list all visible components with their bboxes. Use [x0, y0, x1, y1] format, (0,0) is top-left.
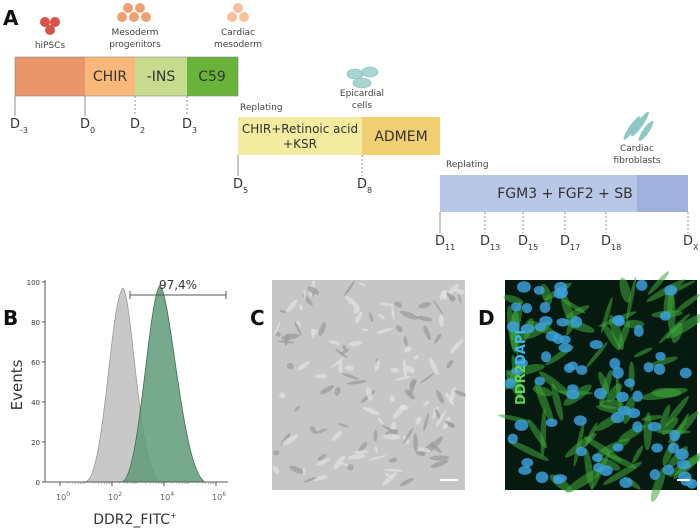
day-label: D-3 [10, 117, 28, 135]
y-tick-label: 40 [31, 399, 40, 407]
histogram [84, 284, 206, 483]
gate-label: 97,4% [159, 278, 197, 292]
y-tick-label: 20 [31, 439, 40, 447]
cell-icon [117, 3, 151, 22]
day-label: D18 [601, 234, 621, 252]
stage-bar [637, 175, 688, 212]
cell-label: Mesoderm [111, 28, 158, 38]
day-label: D17 [560, 234, 580, 252]
brightfield-image [272, 280, 465, 490]
stain-label: DAPI [514, 330, 529, 365]
factor: ADMEM [374, 129, 427, 145]
replating: Replating [446, 160, 489, 170]
cell-label: Epicardial [340, 89, 384, 99]
stage-bar [15, 57, 85, 96]
day-label: D15 [518, 234, 538, 252]
cell-icon [227, 3, 249, 22]
stage-bar [362, 117, 440, 155]
y-tick-label: 60 [31, 359, 40, 367]
cell-icon [623, 111, 654, 141]
panel-label: C [250, 306, 265, 330]
x-tick-label: 102 [108, 491, 122, 502]
day-label: D3 [182, 117, 197, 135]
cells [498, 271, 700, 502]
stage-bar [135, 57, 187, 96]
factor: CHIR [93, 69, 127, 85]
cell-label: mesoderm [214, 40, 262, 50]
panel-label: A [3, 6, 19, 30]
stage-bar [187, 57, 238, 96]
y-tick-label: 80 [31, 319, 40, 327]
panel-label: D [478, 306, 495, 330]
cell-label: cells [352, 101, 372, 111]
day-label: D2 [130, 117, 145, 135]
x-tick-label: 106 [212, 491, 226, 502]
x-label: DDR2_FITC+ [93, 511, 177, 528]
factor: +KSR [283, 137, 317, 151]
y-label: Events [8, 359, 26, 410]
replating: Replating [240, 103, 283, 113]
stage-bar [238, 117, 362, 155]
x-tick-label: 100 [56, 491, 70, 502]
day-label: D13 [480, 234, 500, 252]
factor: C59 [198, 69, 226, 85]
day-label: D0 [80, 117, 95, 135]
cell-label: hiPSCs [35, 41, 66, 51]
stage-bar [85, 57, 135, 96]
bar-outline [14, 56, 239, 97]
cell-label: fibroblasts [613, 156, 660, 166]
day-label: D8 [357, 177, 372, 195]
cell-icon [40, 17, 60, 35]
factor: CHIR+Retinoic acid [242, 122, 358, 136]
stage-bar [440, 175, 637, 212]
day-label: D11 [435, 234, 455, 252]
x-tick-label: 104 [160, 491, 174, 502]
factor: FGM3 + FGF2 + SB [497, 186, 633, 202]
cell-label: Cardiac [620, 144, 654, 154]
cell-label: progenitors [109, 40, 161, 50]
panel-label: B [3, 306, 18, 330]
cell-icon [346, 66, 379, 89]
factor: -INS [147, 69, 176, 85]
cells [272, 280, 467, 487]
y-tick-label: 100 [27, 279, 40, 287]
cell-label: Cardiac [221, 28, 255, 38]
stain-label: DDR2 [514, 364, 529, 405]
y-tick-label: 0 [36, 479, 40, 487]
day-label: D5 [233, 177, 248, 195]
day-label: DX [683, 234, 699, 252]
